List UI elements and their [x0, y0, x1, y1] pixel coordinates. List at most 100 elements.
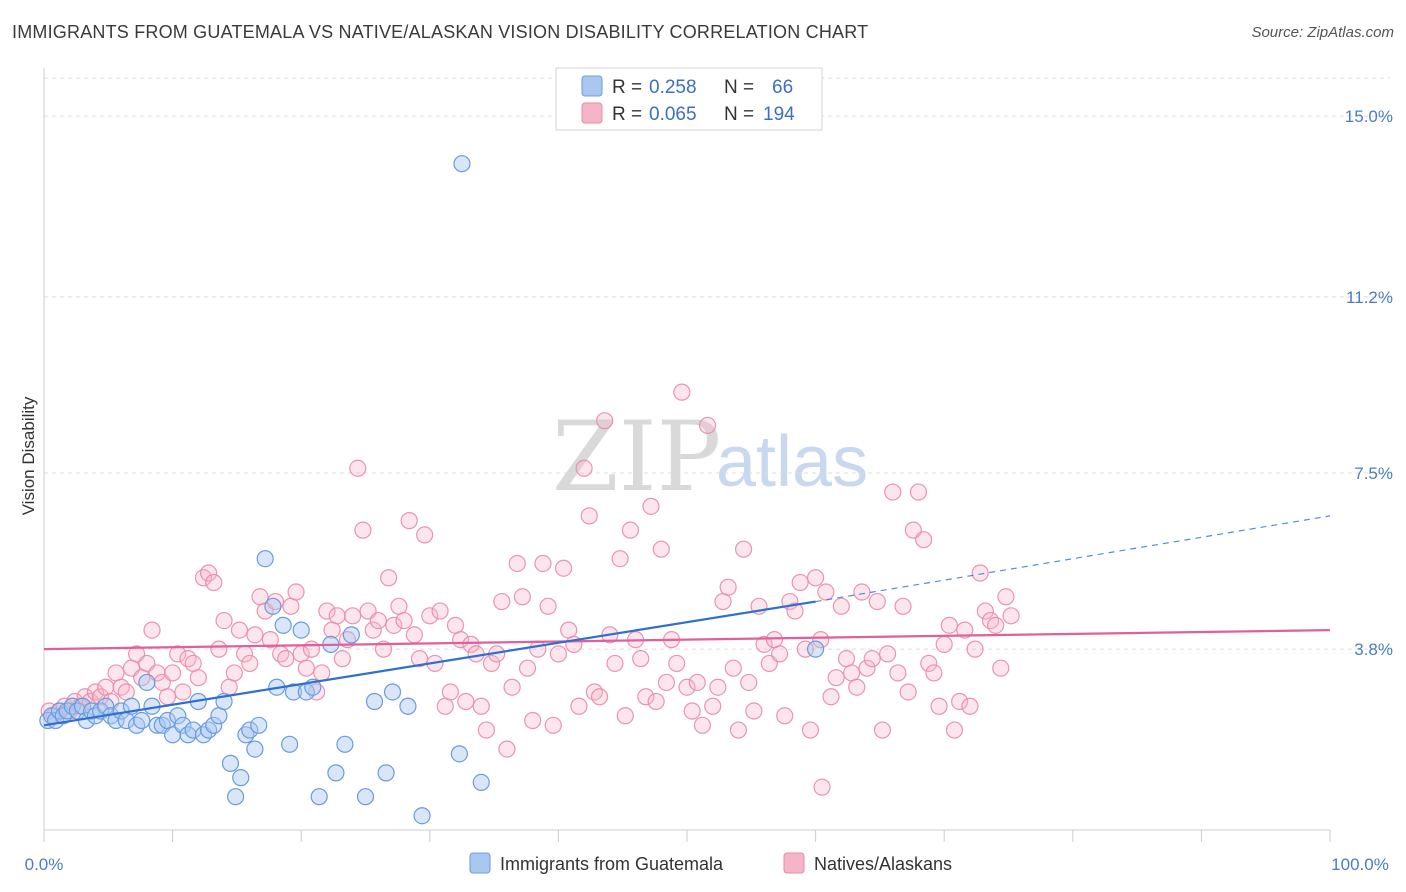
natives-point: [220, 678, 238, 696]
natives-point: [508, 554, 526, 573]
natives-point: [765, 631, 784, 649]
natives-point: [524, 711, 542, 730]
natives-point: [945, 721, 964, 739]
guatemala-point: [241, 721, 259, 739]
natives-point: [683, 702, 701, 720]
guatemala-point: [356, 788, 375, 806]
natives-point: [184, 654, 202, 673]
natives-point: [390, 597, 408, 615]
guatemala-point: [127, 716, 146, 734]
natives-point: [395, 611, 413, 630]
natives-point: [241, 654, 259, 673]
natives-point: [770, 645, 789, 663]
natives-point: [704, 697, 722, 715]
natives-point: [405, 626, 423, 644]
natives-point: [961, 697, 979, 715]
natives-point: [709, 678, 727, 696]
natives-point: [498, 740, 516, 758]
natives-point: [302, 640, 321, 658]
chart-title: IMMIGRANTS FROM GUATEMALA VS NATIVE/ALAS…: [12, 22, 869, 42]
guatemala-point: [221, 754, 240, 772]
natives-point: [477, 721, 495, 739]
natives-point: [333, 650, 351, 668]
natives-point: [174, 683, 192, 701]
natives-point: [791, 573, 809, 592]
legend-label-natives: Natives/Alaskans: [814, 854, 952, 874]
natives-point: [621, 521, 640, 539]
legend-r-value-2: 0.065: [649, 104, 697, 125]
natives-point: [724, 659, 742, 677]
natives-point: [560, 621, 578, 639]
natives-point: [200, 564, 218, 582]
guatemala-point: [250, 716, 268, 734]
guatemala-point: [256, 550, 274, 568]
natives-point: [755, 635, 773, 653]
natives-point: [261, 631, 279, 649]
stats-legend: R = 0.258 N = 66 R = 0.065 N = 194: [555, 67, 823, 131]
natives-point: [848, 678, 866, 696]
watermark: ZIP atlas: [552, 401, 868, 513]
natives-point: [920, 654, 938, 673]
natives-point: [596, 412, 614, 430]
natives-point: [117, 683, 135, 701]
watermark-zip: ZIP: [552, 401, 721, 513]
natives-point: [421, 607, 439, 625]
natives-point: [416, 526, 434, 544]
natives-point: [642, 497, 660, 515]
natives-point: [158, 688, 177, 706]
natives-point: [745, 702, 763, 720]
natives-point: [822, 688, 840, 706]
natives-point: [632, 650, 650, 668]
natives-point: [966, 640, 984, 658]
natives-point: [940, 616, 958, 634]
natives-point: [734, 540, 753, 558]
natives-point: [678, 678, 696, 696]
natives-point: [585, 683, 604, 701]
guatemala-point: [377, 764, 395, 782]
y-tick-labels: 3.8% 7.5% 11.2% 15.0%: [1345, 107, 1393, 659]
guatemala-point: [336, 735, 354, 753]
legend-swatch-natives-bottom: [783, 852, 805, 874]
natives-point: [813, 778, 831, 796]
natives-point: [575, 459, 593, 477]
natives-point: [956, 621, 974, 639]
natives-point: [616, 707, 634, 725]
natives-point: [179, 650, 197, 668]
natives-point: [909, 483, 928, 501]
natives-point: [282, 597, 300, 615]
natives-point: [91, 688, 110, 706]
natives-point: [169, 645, 187, 663]
natives-point: [925, 664, 943, 682]
source-credit: Source: ZipAtlas.com: [1251, 24, 1394, 41]
natives-point: [935, 635, 953, 653]
natives-point: [503, 678, 521, 696]
natives-point: [385, 616, 403, 634]
legend-swatch-guatemala-bottom: [469, 852, 491, 874]
legend-n-label-2: N =: [724, 104, 754, 125]
natives-point: [873, 721, 892, 739]
natives-point: [879, 645, 897, 663]
natives-point: [652, 540, 670, 558]
y-axis-label: Vision Disability: [19, 396, 38, 515]
series-legend: Immigrants from Guatemala Natives/Alaska…: [469, 852, 952, 874]
natives-point: [323, 621, 341, 639]
natives-point: [441, 683, 459, 701]
natives-point: [344, 607, 362, 625]
x-tick-label-max: 100.0%: [1331, 855, 1389, 874]
natives-point: [688, 673, 706, 692]
guatemala-point: [232, 769, 250, 787]
natives-point: [277, 650, 295, 668]
natives-point: [143, 621, 161, 639]
natives-point: [987, 616, 1005, 634]
natives-point: [719, 578, 737, 596]
natives-point: [534, 554, 552, 573]
natives-point: [431, 602, 449, 620]
natives-point: [446, 616, 465, 634]
natives-point: [246, 626, 264, 644]
guatemala-point: [73, 697, 92, 715]
natives-point: [369, 611, 387, 630]
natives-point: [313, 664, 331, 682]
natives-alaskans-points: [40, 383, 1020, 796]
natives-point: [570, 697, 588, 715]
guatemala-point: [264, 597, 282, 615]
